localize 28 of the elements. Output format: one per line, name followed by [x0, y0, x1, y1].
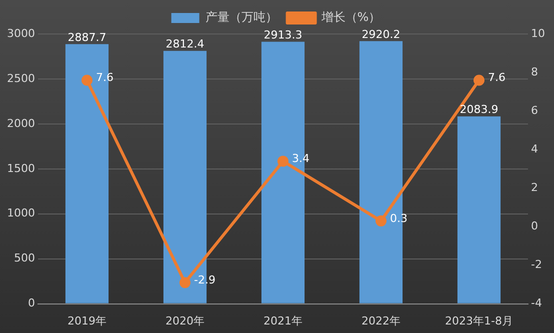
x-tick-label: 2023年1-8月: [445, 314, 513, 328]
x-tick-label: 2020年: [165, 314, 204, 328]
data-label: 2887.7: [68, 30, 106, 44]
y-tick-label: 3000: [6, 26, 35, 40]
y2-tick-label: 10: [531, 26, 546, 40]
y2-tick-label: -2: [531, 258, 542, 272]
legend-label: 产量（万吨）: [205, 10, 278, 24]
x-tick-label: 2022年: [362, 314, 400, 328]
legend-label: 增长（%）: [320, 10, 381, 24]
data-label: 7.6: [488, 71, 506, 84]
y2-tick-label: 4: [531, 142, 538, 156]
y2-tick-label: 2: [531, 181, 538, 194]
x-tick-label: 2019年: [67, 314, 106, 328]
y-tick-label: 2500: [6, 72, 35, 85]
x-tick-label: 2021年: [264, 314, 302, 328]
data-label: 2083.9: [460, 103, 498, 116]
y2-tick-label: 0: [531, 220, 538, 233]
y-tick-label: 0: [28, 296, 35, 310]
y2-tick-label: 6: [531, 104, 538, 117]
data-label: 2812.4: [166, 38, 204, 51]
data-label: 2920.2: [362, 28, 400, 42]
y-tick-label: 1500: [6, 162, 35, 175]
data-label: 2913.3: [264, 28, 302, 42]
y-tick-label: 2000: [6, 116, 35, 130]
y2-tick-label: -4: [531, 296, 542, 310]
y-tick-label: 500: [14, 252, 35, 265]
y2-tick-label: 8: [531, 65, 538, 78]
y-tick-label: 1000: [6, 206, 35, 220]
